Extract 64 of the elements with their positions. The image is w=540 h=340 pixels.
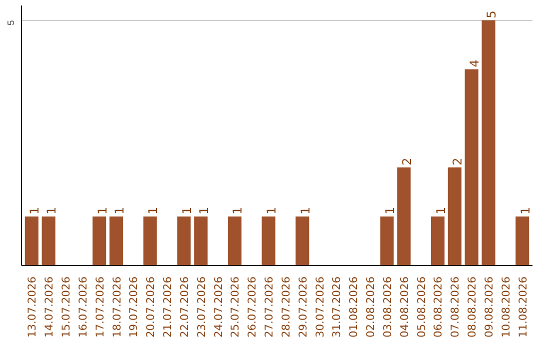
x-tick-label: 24.07.2026 — [212, 276, 225, 338]
bar — [194, 216, 208, 266]
x-tick-label: 28.07.2026 — [279, 276, 292, 338]
data-label: 1 — [180, 206, 194, 214]
x-tick-label: 09.08.2026 — [482, 276, 496, 338]
data-label: 5 — [484, 10, 499, 18]
x-tick-label: 03.08.2026 — [380, 276, 394, 338]
data-label: 1 — [146, 206, 160, 214]
bar — [482, 20, 496, 266]
bar — [177, 216, 191, 266]
bar — [109, 216, 124, 266]
bar — [448, 167, 462, 266]
x-tick-label: 22.07.2026 — [178, 276, 191, 338]
bar — [464, 69, 478, 266]
bar — [42, 216, 56, 266]
x-tick-label: 20.07.2026 — [144, 276, 158, 338]
x-tick-label: 05.08.2026 — [414, 276, 428, 338]
x-tick-label: 30.07.2026 — [313, 276, 326, 338]
x-tick-label: 17.07.2026 — [93, 276, 106, 338]
data-label: 1 — [383, 206, 398, 214]
x-tick-label: 04.08.2026 — [398, 276, 411, 338]
x-tick-label: 23.07.2026 — [194, 276, 208, 338]
x-tick-label: 31.07.2026 — [330, 276, 344, 338]
data-label: 1 — [434, 206, 448, 214]
x-tick-label: 11.08.2026 — [516, 276, 530, 338]
bar — [380, 216, 394, 266]
data-label: 1 — [196, 206, 211, 214]
x-tick-label: 25.07.2026 — [228, 276, 242, 338]
data-label: 1 — [518, 206, 532, 214]
x-tick-label: 07.08.2026 — [448, 276, 462, 338]
bar — [143, 216, 157, 266]
bar — [397, 167, 411, 266]
data-label: 2 — [400, 158, 414, 166]
x-tick-label: 19.07.2026 — [127, 276, 140, 338]
x-tick-label: 21.07.2026 — [161, 276, 174, 338]
data-label: 2 — [450, 158, 465, 166]
bar — [296, 216, 310, 266]
x-tick-label: 06.08.2026 — [432, 276, 445, 338]
x-tick-label: 15.07.2026 — [59, 276, 72, 338]
data-label: 1 — [112, 206, 126, 214]
x-tick-label: 18.07.2026 — [110, 276, 124, 338]
bar — [24, 216, 38, 266]
data-label: 4 — [468, 60, 482, 68]
bar — [262, 216, 276, 266]
data-label: 1 — [28, 206, 42, 214]
data-label: 1 — [230, 206, 245, 214]
bar — [92, 216, 106, 266]
bar — [516, 216, 530, 266]
x-tick-label: 10.08.2026 — [499, 276, 512, 338]
bar — [430, 216, 445, 266]
x-tick-label: 26.07.2026 — [246, 276, 259, 338]
bar — [228, 216, 242, 266]
x-tick-label: 16.07.2026 — [76, 276, 90, 338]
x-tick-label: 27.07.2026 — [262, 276, 276, 338]
data-label: 1 — [264, 206, 279, 214]
x-tick-label: 02.08.2026 — [364, 276, 378, 338]
x-tick-label: 14.07.2026 — [42, 276, 56, 338]
data-label: 1 — [298, 206, 312, 214]
x-tick-label: 08.08.2026 — [466, 276, 479, 338]
data-label: 1 — [44, 206, 59, 214]
x-tick-label: 01.08.2026 — [347, 276, 360, 338]
x-tick-label: 29.07.2026 — [296, 276, 310, 338]
data-label: 1 — [95, 206, 110, 214]
x-tick-label: 13.07.2026 — [26, 276, 39, 338]
